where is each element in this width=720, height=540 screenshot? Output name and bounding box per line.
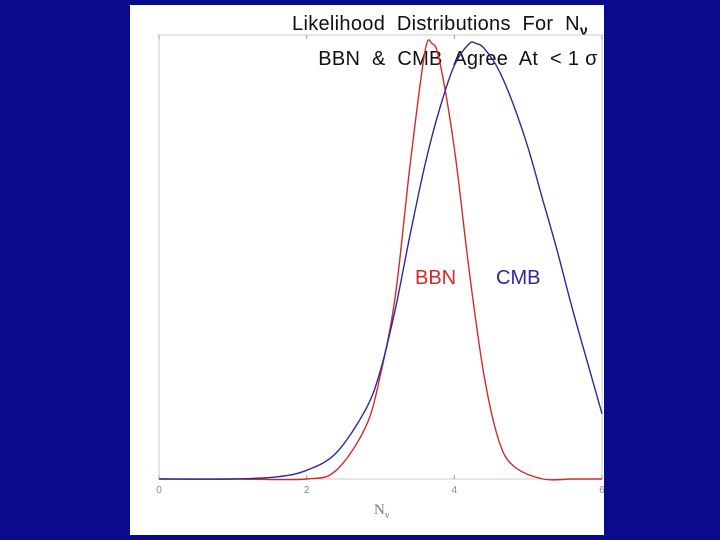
x-tick-label-2: 4 <box>452 485 458 496</box>
chart-title-subscript: ν <box>579 22 588 38</box>
chart-subtitle: BBN & CMB Agree At < 1 σ <box>318 48 598 70</box>
x-axis-label-text: N <box>374 502 385 518</box>
x-axis-label-subscript: ν <box>385 510 390 521</box>
chart-ticks: 0 2 4 6 <box>156 35 604 496</box>
series-label-cmb: CMB <box>496 267 540 289</box>
likelihood-chart: 0 2 4 6 BBN CMB Nν <box>156 34 604 521</box>
x-tick-label-3: 6 <box>599 485 604 496</box>
series-line-cmb <box>158 41 603 480</box>
plot-frame <box>158 34 603 480</box>
x-tick-label-1: 2 <box>304 485 310 496</box>
chart-panel: Likelihood Distributions For Nν BBN & CM… <box>130 5 604 535</box>
chart-title-text: Likelihood Distributions For N <box>292 13 580 35</box>
x-axis-label: Nν <box>374 502 390 521</box>
chart-title: Likelihood Distributions For Nν <box>185 13 695 38</box>
series-label-bbn: BBN <box>415 267 456 289</box>
series-line-bbn <box>159 39 602 481</box>
x-tick-label-0: 0 <box>156 485 162 496</box>
chart-axes <box>158 34 603 480</box>
chart-lines <box>158 39 603 481</box>
